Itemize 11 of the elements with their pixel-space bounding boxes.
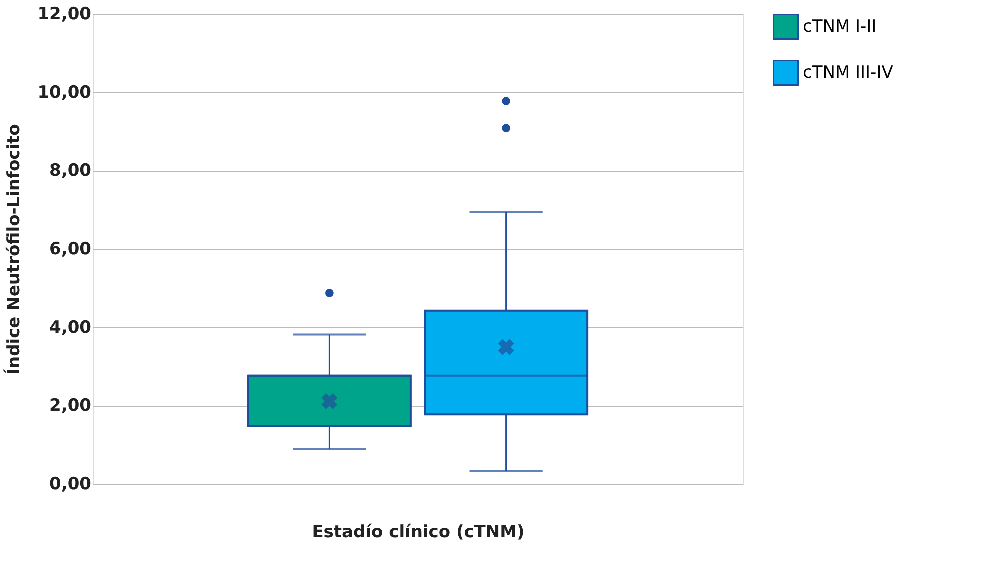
legend-label: cTNM III-IV: [803, 63, 894, 83]
legend-label: cTNM I-II: [803, 17, 877, 37]
y-tick-label: 4,00: [50, 318, 92, 338]
y-axis-title: Índice Neutrófilo-Linfocito: [4, 124, 25, 375]
x-axis-title: Estadío clínico (cTNM): [312, 522, 525, 542]
y-tick-label: 8,00: [50, 161, 92, 182]
y-tick-label: 0,00: [50, 474, 92, 494]
y-tick-label: 6,00: [50, 240, 92, 260]
y-tick-label: 12,00: [38, 4, 92, 24]
y-tick-label: 10,00: [38, 82, 92, 103]
y-tick-label: 2,00: [50, 396, 92, 416]
